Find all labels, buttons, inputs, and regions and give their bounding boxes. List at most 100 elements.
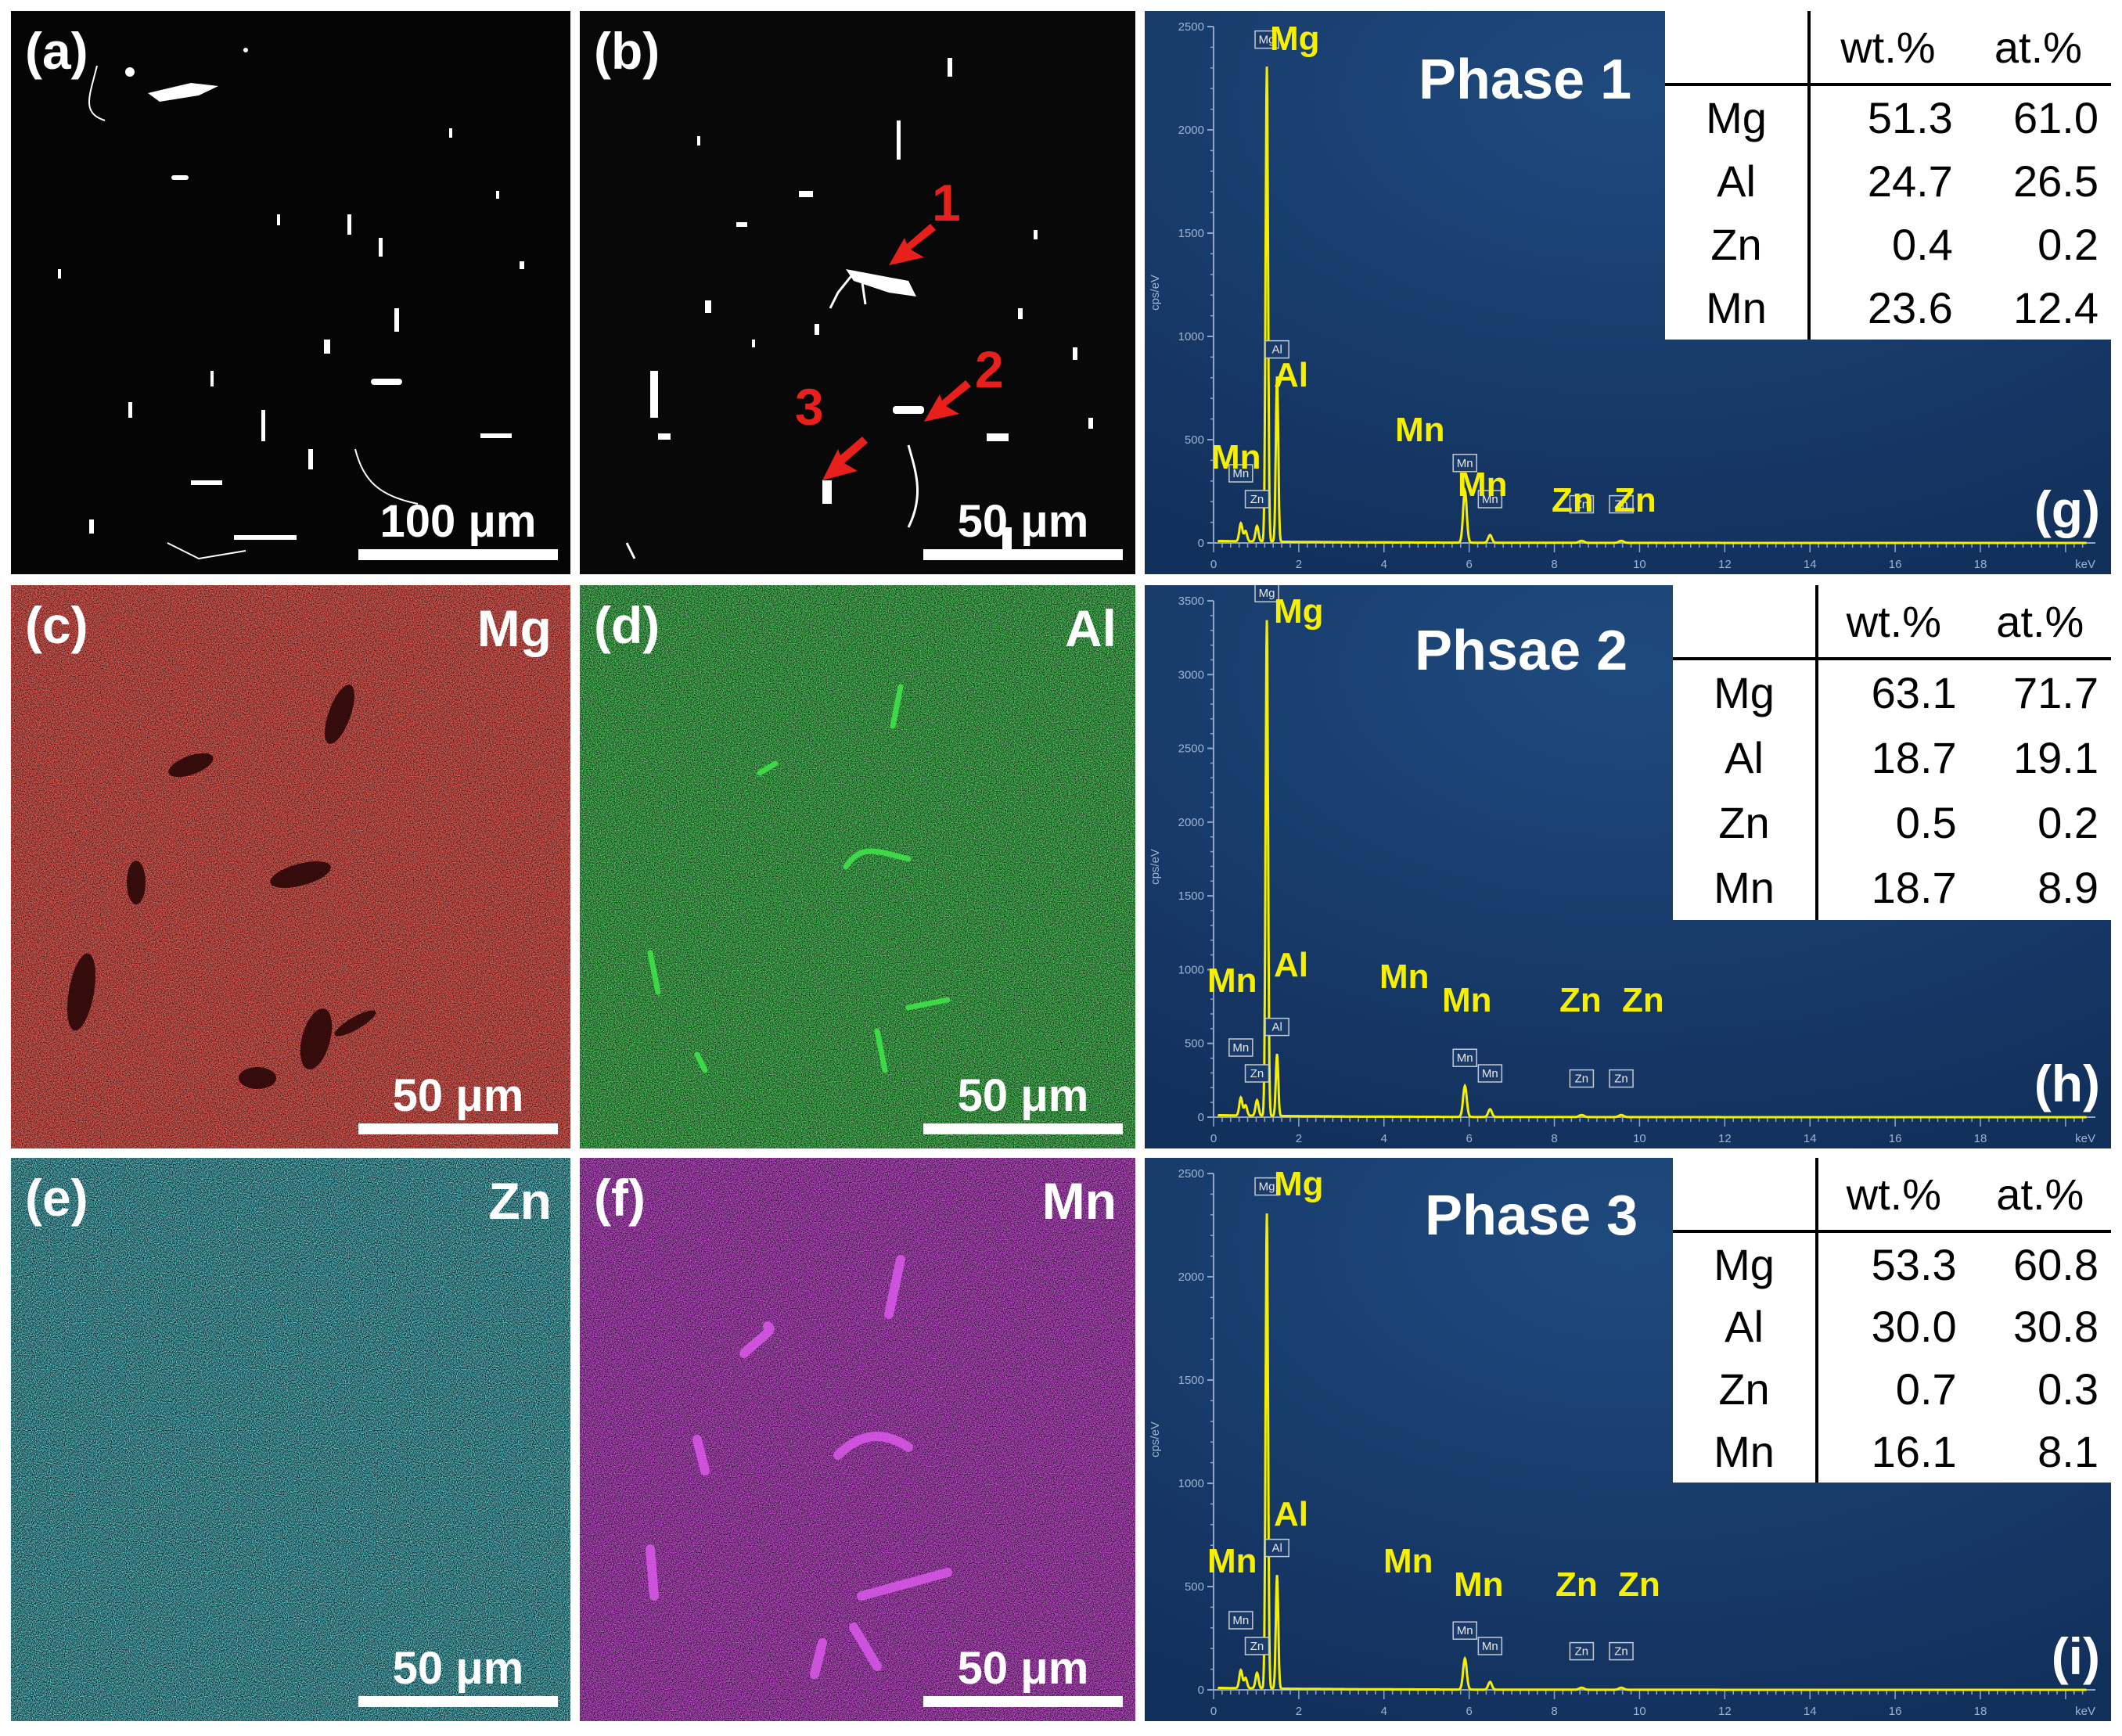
scale-bar-c: 50 μm [358, 1073, 558, 1134]
micrograph-a: (a) 100 μm [11, 11, 570, 574]
row-at: 19.1 [2013, 733, 2099, 783]
scale-line-a [358, 549, 558, 560]
y-tick-label: 2500 [1178, 742, 1204, 756]
map-image-al [580, 585, 1135, 1148]
scale-bar-a: 100 μm [358, 499, 558, 560]
y-tick-label: 1000 [1178, 963, 1204, 976]
phase-title-1: Phase 1 [1419, 49, 1632, 111]
x-tick-label: 14 [1804, 1705, 1817, 1718]
sem-image-b [580, 11, 1135, 574]
y-tick-label: 1500 [1178, 890, 1204, 903]
peak-marker-box [1228, 464, 1253, 483]
eds-spectrum-phase-2: 3500 3000 2500 2000 1500 1000 500 0 cps/eV 0 2 4 6 8 1… [1145, 585, 2111, 1148]
peak-label: Zn [1618, 1565, 1660, 1604]
eds-map-al: (d) Al 50 μm [580, 585, 1135, 1148]
x-unit-label: keV [2075, 1132, 2095, 1145]
row-at: 0.2 [2037, 220, 2099, 270]
panel-label-b: (b) [594, 22, 660, 80]
table-row: Al 30.0 30.8 [1673, 1296, 2111, 1358]
x-tick-label: 16 [1889, 558, 1902, 571]
peak-label: Zn [1559, 981, 1602, 1019]
scale-text-d: 50 μm [957, 1070, 1089, 1121]
peak-marker-label: Mn [1482, 493, 1498, 506]
x-tick-label: 4 [1381, 1705, 1387, 1718]
row-element: Mn [1673, 855, 1818, 920]
peak-marker-box [1477, 1064, 1503, 1083]
peak-marker-label: Zn [1250, 493, 1264, 506]
table-row: Mn 18.7 8.9 [1673, 855, 2111, 920]
x-tick-label: 10 [1633, 1132, 1646, 1145]
y-tick-label: 2500 [1178, 20, 1204, 34]
peak-marker-label: Mg [1259, 34, 1275, 47]
composition-table-2: wt.% at.% Mg 63.1 71.7 Al 18.7 19.1 Zn 0… [1673, 585, 2111, 920]
panel-label-e: (e) [25, 1169, 88, 1227]
table-row: Zn 0.7 0.3 [1673, 1357, 2111, 1421]
row-element: Zn [1665, 213, 1811, 277]
peak-marker-box [1264, 340, 1289, 359]
peak-marker-label: Al [1271, 1021, 1282, 1034]
element-label-zn: Zn [488, 1172, 552, 1230]
peak-marker-label: Al [1271, 343, 1282, 357]
peak-label: Mg [1270, 20, 1320, 58]
arrow-label-2: 2 [975, 340, 1004, 398]
spectrum-line [1217, 66, 2087, 545]
y-tick-label: 500 [1185, 1037, 1204, 1051]
row-wt: 23.6 [1867, 283, 1953, 333]
peak-marker-box [1254, 1177, 1279, 1196]
x-tick-label: 6 [1466, 1132, 1472, 1145]
x-tick-label: 2 [1296, 558, 1302, 571]
table-row: Al 18.7 19.1 [1673, 725, 2111, 791]
table-row: Mn 23.6 12.4 [1665, 276, 2111, 340]
scale-bar-b: 50 μm [923, 499, 1123, 560]
x-tick-label: 4 [1381, 558, 1387, 571]
row-element: Zn [1673, 790, 1818, 856]
row-at: 12.4 [2013, 283, 2099, 333]
row-element: Al [1665, 149, 1811, 214]
peak-marker-box [1254, 585, 1279, 602]
row-wt: 53.3 [1871, 1239, 1957, 1289]
peak-marker-label: Zn [1250, 1067, 1264, 1080]
header-at: at.% [1965, 11, 2111, 86]
row-element: Mn [1665, 276, 1811, 340]
peak-marker-label: Zn [1614, 1645, 1628, 1659]
peak-marker-label: Mn [1232, 1614, 1249, 1627]
header-wt: wt.% [1809, 11, 1966, 86]
x-tick-label: 16 [1889, 1705, 1902, 1718]
x-tick-label: 6 [1466, 1705, 1472, 1718]
header-wt: wt.% [1817, 585, 1969, 660]
peak-marker-box [1452, 1621, 1477, 1640]
y-tick-label: 2000 [1178, 816, 1204, 829]
x-tick-label: 2 [1296, 1132, 1302, 1145]
row-at: 8.9 [2037, 863, 2099, 913]
phase-title-3: Phase 3 [1425, 1184, 1638, 1247]
table-row: Mg 51.3 61.0 [1665, 84, 2111, 150]
peak-label: Mn [1395, 411, 1445, 449]
row-wt: 18.7 [1871, 733, 1957, 783]
scale-bar-f: 50 μm [923, 1646, 1123, 1707]
scale-text-e: 50 μm [392, 1643, 524, 1694]
x-unit-label: keV [2075, 558, 2095, 571]
element-label-mn: Mn [1041, 1172, 1117, 1230]
scale-bar-d: 50 μm [923, 1073, 1123, 1134]
row-wt: 24.7 [1867, 156, 1953, 207]
x-unit-label: keV [2075, 1705, 2095, 1718]
table-corner [1673, 585, 1818, 660]
peak-marker-box [1569, 1641, 1595, 1661]
peak-marker-box [1477, 1637, 1503, 1655]
table-corner [1673, 1158, 1818, 1233]
x-tick-label: 0 [1210, 1705, 1217, 1718]
peak-label: Mn [1211, 438, 1261, 476]
x-tick-label: 8 [1551, 1705, 1557, 1718]
row-wt: 0.7 [1895, 1364, 1957, 1414]
peak-label: Mn [1454, 1565, 1504, 1604]
y-tick-label: 500 [1185, 433, 1204, 447]
scale-line-f [923, 1696, 1123, 1707]
row-wt: 16.1 [1871, 1426, 1957, 1476]
row-at: 71.7 [2013, 668, 2099, 718]
eds-map-mn: (f) Mn 50 μm [580, 1158, 1135, 1721]
x-tick-label: 14 [1804, 558, 1817, 571]
peak-label: Mn [1383, 1542, 1433, 1580]
row-wt: 18.7 [1871, 863, 1957, 913]
peak-label: Zn [1556, 1565, 1598, 1604]
x-tick-label: 0 [1210, 1132, 1217, 1145]
